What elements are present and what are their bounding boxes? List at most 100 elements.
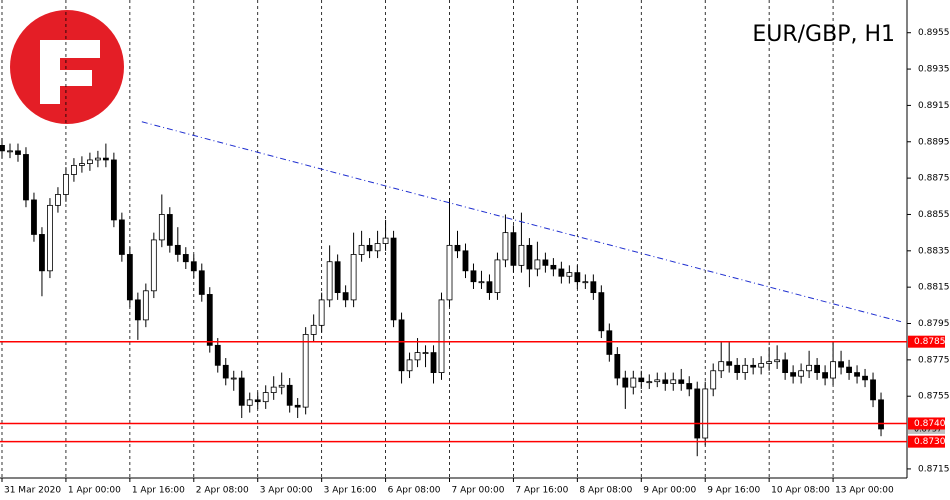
x-tick-label: 2 Apr 08:00 [196, 486, 249, 496]
x-tick-label: 7 Apr 00:00 [452, 486, 505, 496]
candle-body [110, 159, 117, 221]
x-tick-label: 31 Mar 2020 [4, 486, 61, 496]
candle-body [262, 392, 269, 403]
y-tick-label: 0.8795 [918, 319, 950, 329]
y-tick-label: 0.8835 [918, 246, 950, 256]
candle-body [15, 150, 21, 155]
candle-body [374, 243, 381, 252]
candle-body [694, 388, 701, 439]
candle-body [214, 344, 221, 366]
candle-body [158, 214, 165, 241]
logo-letter [40, 40, 100, 104]
candle-body [734, 364, 741, 373]
candle-body [646, 381, 653, 384]
candle-body [822, 372, 828, 379]
candle-body [102, 157, 109, 161]
candle-body [438, 299, 445, 373]
candle-body [366, 244, 373, 252]
candle-body [454, 244, 461, 252]
candle-body [846, 366, 852, 373]
candle-body [190, 261, 197, 272]
y-tick-label: 0.8955 [918, 28, 950, 38]
candle-body [502, 232, 509, 261]
candle-body [814, 364, 820, 373]
y-tick-label: 0.8815 [918, 283, 950, 293]
candle-body [710, 370, 717, 390]
candle-body [702, 388, 709, 439]
candle-body [63, 174, 69, 195]
candle-body [590, 281, 597, 294]
candle-body [574, 272, 581, 283]
candle-body [398, 319, 405, 372]
candle-body [118, 219, 125, 255]
x-tick-label: 10 Apr 08:00 [771, 486, 830, 496]
logo-circle [10, 10, 124, 124]
candle-body [286, 384, 293, 406]
x-tick-label: 7 Apr 16:00 [515, 486, 568, 496]
candle-body [198, 270, 205, 295]
candle-body [470, 270, 477, 283]
y-tick-label: 0.8895 [918, 137, 950, 147]
candle-body [222, 364, 229, 379]
y-tick-label: 0.8715 [918, 464, 950, 474]
candle-body [598, 292, 605, 332]
candle-body [254, 399, 261, 403]
candle-body [31, 199, 37, 235]
candle-body [774, 359, 781, 363]
candle-body [534, 259, 541, 270]
candle-body [406, 359, 413, 372]
y-tick-label: 0.8875 [918, 174, 950, 184]
candle-body [278, 384, 285, 388]
candle-body [726, 361, 733, 366]
candle-body [134, 299, 141, 321]
candle-body [486, 281, 493, 294]
level-box [908, 335, 945, 348]
candle-body [150, 239, 157, 292]
y-tick-label: 0.8935 [918, 65, 950, 75]
x-tick-label: 3 Apr 00:00 [260, 486, 313, 496]
y-tick-label: 0.8915 [918, 101, 950, 111]
candle-body [358, 244, 365, 255]
candle-body [166, 214, 173, 246]
candle-body [55, 194, 61, 206]
candle-body [462, 250, 469, 272]
candle-body [870, 379, 876, 401]
candle-body [638, 377, 645, 383]
candle-body [174, 244, 181, 255]
candle-body [238, 377, 245, 406]
candle-body [614, 354, 621, 379]
candle-body [206, 294, 213, 346]
candle-body [630, 377, 637, 388]
candle-body [310, 324, 317, 335]
x-tick-label: 9 Apr 00:00 [643, 486, 696, 496]
x-tick-label: 13 Apr 00:00 [835, 486, 894, 496]
candle-body [0, 144, 5, 152]
x-tick-label: 1 Apr 16:00 [132, 486, 185, 496]
candle-body [246, 399, 253, 406]
level-label: 0.8740 [914, 419, 946, 429]
candle-body [47, 204, 53, 272]
candle-body [71, 164, 77, 175]
candle-body [830, 361, 836, 379]
level-box [908, 417, 945, 430]
candle-body [350, 254, 357, 301]
candle-body [782, 359, 789, 373]
candle-body [142, 290, 149, 321]
x-tick-label: 9 Apr 16:00 [707, 486, 760, 496]
candle-body [414, 352, 421, 361]
candle-body [526, 244, 533, 270]
candle-body [878, 399, 884, 430]
candle-body [518, 244, 525, 266]
candle-body [446, 244, 453, 301]
candle-body [766, 361, 773, 364]
candle-body [686, 383, 693, 390]
candle-body [670, 379, 677, 384]
y-tick-label: 0.8775 [918, 355, 950, 365]
candle-body [230, 377, 237, 380]
candle-body [838, 361, 844, 368]
candle-body [94, 157, 101, 161]
x-tick-label: 6 Apr 08:00 [388, 486, 441, 496]
candle-body [126, 254, 133, 301]
